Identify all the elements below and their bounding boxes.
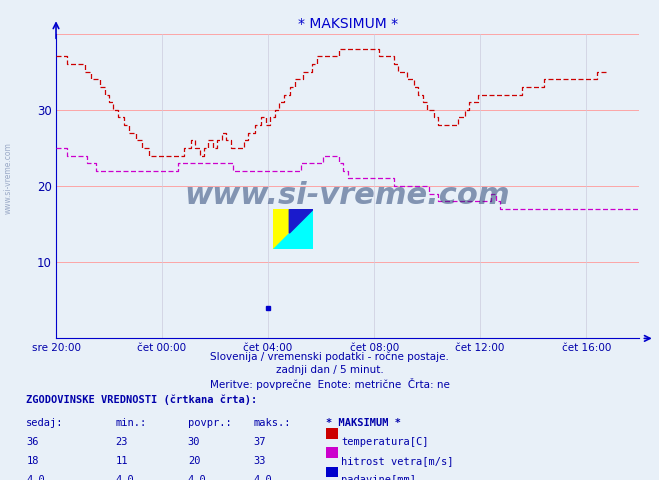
Text: temperatura[C]: temperatura[C] [341,437,429,447]
Text: www.si-vreme.com: www.si-vreme.com [185,180,511,210]
Text: 36: 36 [26,437,39,447]
Title: * MAKSIMUM *: * MAKSIMUM * [298,17,397,31]
Text: min.:: min.: [115,418,146,428]
Polygon shape [289,209,313,233]
Polygon shape [273,209,313,249]
Text: 23: 23 [115,437,128,447]
Text: zadnji dan / 5 minut.: zadnji dan / 5 minut. [275,365,384,375]
Text: povpr.:: povpr.: [188,418,231,428]
Text: 18: 18 [26,456,39,466]
Text: 4,0: 4,0 [188,475,206,480]
Text: * MAKSIMUM *: * MAKSIMUM * [326,418,401,428]
Text: 30: 30 [188,437,200,447]
Text: hitrost vetra[m/s]: hitrost vetra[m/s] [341,456,454,466]
Text: 4,0: 4,0 [254,475,272,480]
Text: 4,0: 4,0 [115,475,134,480]
Text: 37: 37 [254,437,266,447]
Text: 4,0: 4,0 [26,475,45,480]
Text: www.si-vreme.com: www.si-vreme.com [4,142,13,214]
Text: 33: 33 [254,456,266,466]
Text: 20: 20 [188,456,200,466]
Text: padavine[mm]: padavine[mm] [341,475,416,480]
Text: sedaj:: sedaj: [26,418,64,428]
Polygon shape [273,209,313,249]
Text: 11: 11 [115,456,128,466]
Text: Meritve: povprečne  Enote: metrične  Črta: ne: Meritve: povprečne Enote: metrične Črta:… [210,378,449,390]
Text: Slovenija / vremenski podatki - ročne postaje.: Slovenija / vremenski podatki - ročne po… [210,351,449,362]
Text: ZGODOVINSKE VREDNOSTI (črtkana črta):: ZGODOVINSKE VREDNOSTI (črtkana črta): [26,395,258,405]
Text: maks.:: maks.: [254,418,291,428]
